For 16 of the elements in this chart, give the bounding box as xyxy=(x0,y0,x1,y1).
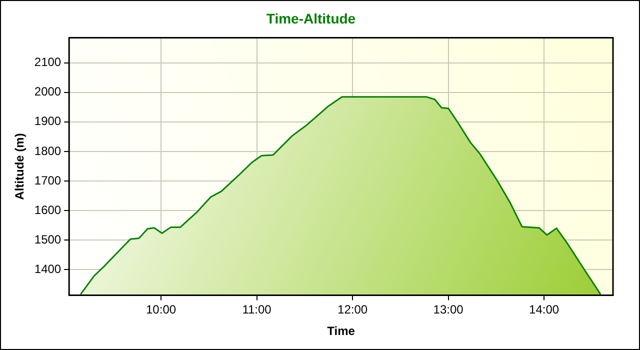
x-tick-label: 11:00 xyxy=(242,302,272,317)
y-tick-label: 1700 xyxy=(34,173,62,188)
chart-title: Time-Altitude xyxy=(266,10,356,26)
x-tick-label: 13:00 xyxy=(433,302,464,317)
y-axis-title: Altitude (m) xyxy=(12,133,27,200)
x-tick-label: 14:00 xyxy=(529,302,560,317)
y-tick-label: 2000 xyxy=(34,84,62,99)
x-tick-label: 12:00 xyxy=(338,302,368,317)
x-tick-label: 10:00 xyxy=(146,302,176,317)
y-tick-label: 1400 xyxy=(34,262,62,276)
x-axis-title: Time xyxy=(327,324,356,338)
y-tick-label: 1500 xyxy=(34,232,62,246)
y-tick-label: 2100 xyxy=(34,55,62,70)
y-tick-label: 1800 xyxy=(34,144,62,158)
y-tick-label: 1900 xyxy=(34,114,62,128)
y-tick-label: 1600 xyxy=(34,202,62,217)
